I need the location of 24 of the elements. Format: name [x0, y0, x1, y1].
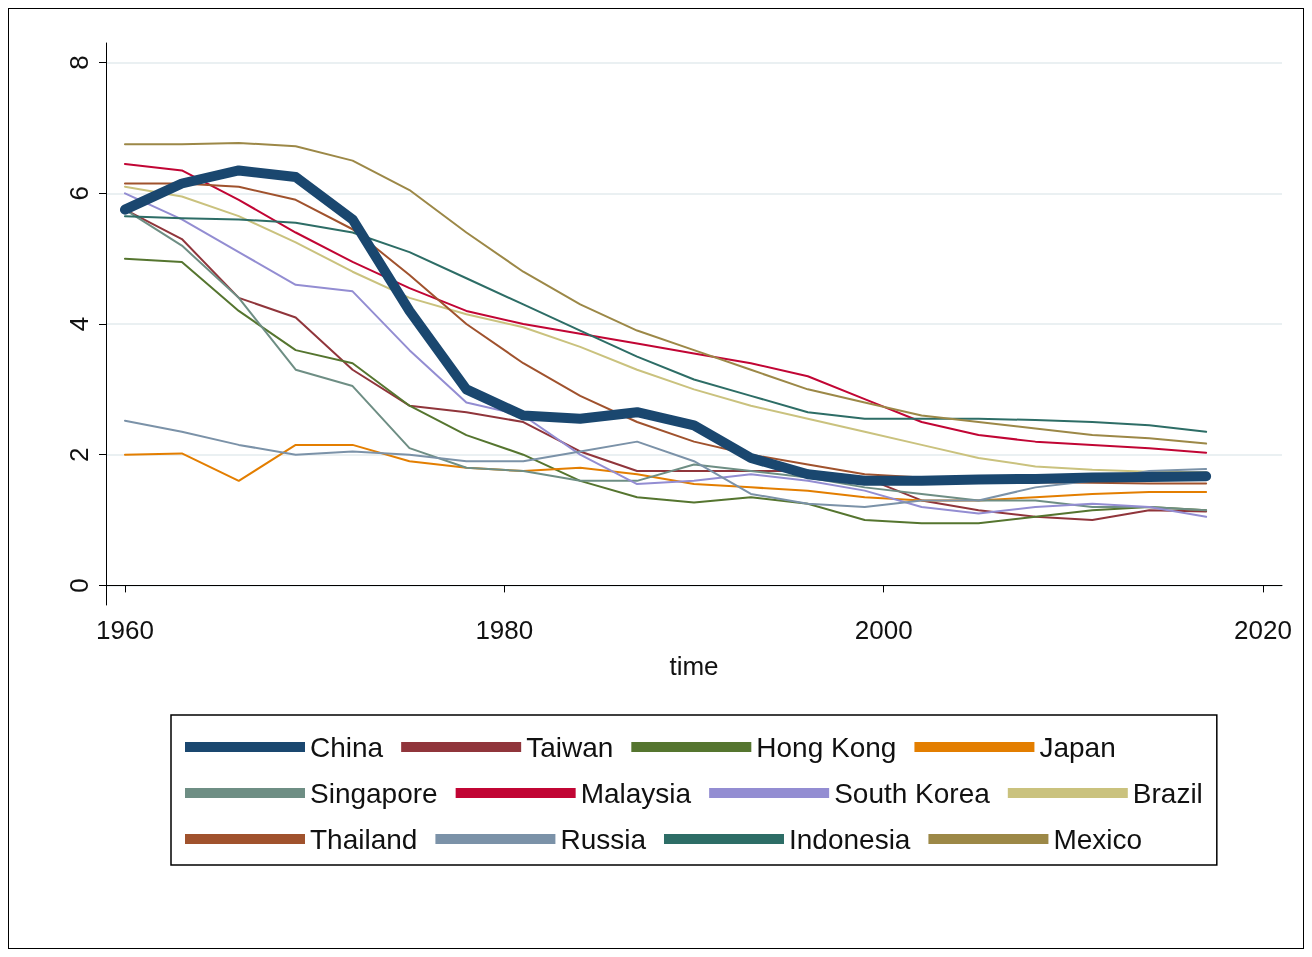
y-tick-label: 0: [64, 578, 94, 593]
y-tick-label: 8: [64, 55, 94, 70]
legend-label: Russia: [560, 823, 647, 855]
x-tick-label: 1980: [475, 615, 534, 645]
x-tick-label: 2020: [1234, 615, 1292, 645]
legend-label: Malaysia: [580, 777, 692, 809]
y-tick-label: 2: [64, 447, 94, 462]
line-series: [123, 419, 1208, 508]
legend-label: Thailand: [310, 823, 418, 855]
legend-label: Indonesia: [788, 823, 911, 855]
line-series: [123, 215, 1208, 433]
legend-label: Taiwan: [526, 731, 614, 763]
x-tick-label: 2000: [854, 615, 913, 645]
y-tick-label: 6: [64, 186, 94, 201]
legend-label: Brazil: [1132, 777, 1203, 809]
legend-label: China: [310, 731, 384, 763]
legend-label: South Korea: [834, 777, 991, 809]
legend-label: Mexico: [1053, 823, 1143, 855]
y-tick-label: 4: [64, 316, 94, 332]
legend-label: Japan: [1039, 731, 1116, 763]
x-axis-title: time: [669, 651, 719, 681]
legend-label: Singapore: [310, 777, 438, 809]
x-tick-label: 1960: [96, 615, 154, 645]
legend-label: Hong Kong: [756, 731, 897, 763]
